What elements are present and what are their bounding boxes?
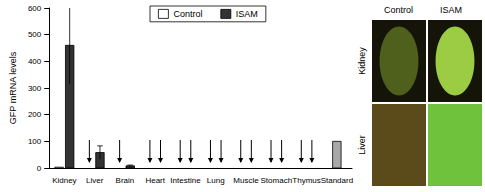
svg-text:100: 100 bbox=[28, 137, 42, 146]
svg-text:Kidney: Kidney bbox=[357, 47, 367, 75]
svg-text:GFP mRNA levels: GFP mRNA levels bbox=[8, 51, 18, 124]
svg-text:ISAM: ISAM bbox=[236, 9, 258, 19]
svg-text:Stomach: Stomach bbox=[261, 176, 293, 185]
svg-text:Control: Control bbox=[173, 9, 202, 19]
svg-text:Kidney: Kidney bbox=[52, 176, 76, 185]
svg-text:Liver: Liver bbox=[86, 176, 104, 185]
svg-text:Brain: Brain bbox=[116, 176, 135, 185]
svg-text:Liver: Liver bbox=[357, 135, 367, 155]
svg-text:300: 300 bbox=[28, 84, 42, 93]
svg-text:400: 400 bbox=[28, 57, 42, 66]
svg-text:Standard: Standard bbox=[321, 176, 353, 185]
svg-text:Intestine: Intestine bbox=[170, 176, 201, 185]
svg-text:Control: Control bbox=[384, 5, 413, 15]
svg-text:Heart: Heart bbox=[145, 176, 165, 185]
svg-text:500: 500 bbox=[28, 30, 42, 39]
svg-text:Lung: Lung bbox=[207, 176, 225, 185]
svg-text:ISAM: ISAM bbox=[440, 5, 462, 15]
svg-text:200: 200 bbox=[28, 110, 42, 119]
svg-text:0: 0 bbox=[37, 164, 42, 173]
svg-text:600: 600 bbox=[28, 4, 42, 13]
svg-text:Thymus: Thymus bbox=[292, 176, 320, 185]
svg-text:Muscle: Muscle bbox=[233, 176, 259, 185]
